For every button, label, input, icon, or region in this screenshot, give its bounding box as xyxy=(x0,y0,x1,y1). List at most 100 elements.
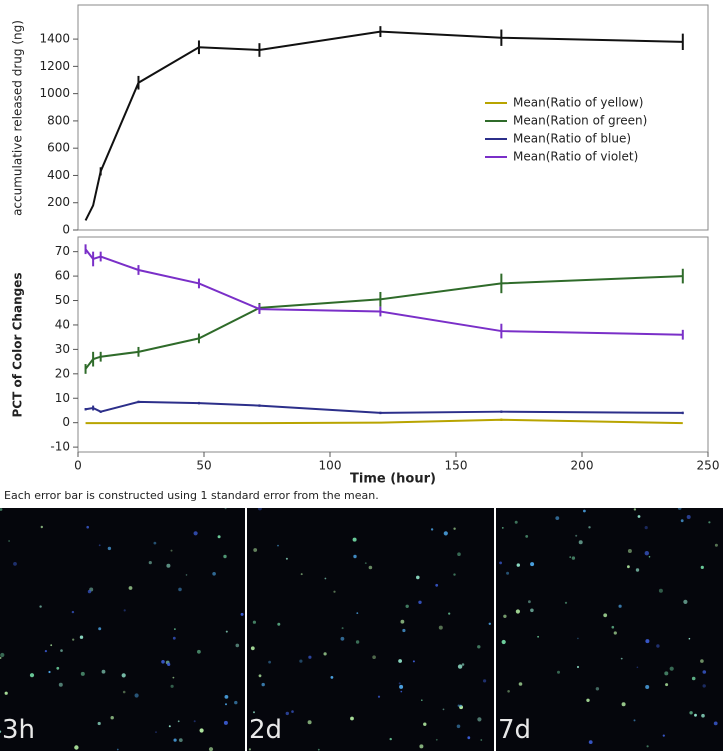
cell-dot xyxy=(59,683,63,687)
cell-dot xyxy=(48,671,50,673)
cell-dot xyxy=(86,526,89,529)
cell-dot xyxy=(575,535,577,537)
cell-dot xyxy=(212,572,216,576)
cell-dot xyxy=(200,728,204,732)
cell-dot xyxy=(525,535,528,538)
y-tick-label: 20 xyxy=(55,366,70,380)
cell-dot xyxy=(161,660,165,664)
cell-dot xyxy=(589,740,593,744)
data-line xyxy=(86,420,683,423)
cell-dot xyxy=(155,731,157,733)
cell-dot xyxy=(111,716,114,719)
cell-dot xyxy=(612,626,615,629)
x-tick-label: 0 xyxy=(74,459,82,473)
cell-dot xyxy=(588,526,590,528)
cell-dot xyxy=(402,629,405,632)
image-panel: 2d xyxy=(247,508,494,751)
cell-dot xyxy=(480,739,482,741)
cell-dot xyxy=(453,528,455,530)
cell-dot xyxy=(0,508,2,511)
cell-dot xyxy=(56,667,59,670)
cell-dot xyxy=(277,545,279,547)
cell-dot xyxy=(645,551,649,555)
y-tick-label: 600 xyxy=(47,141,70,155)
cell-dot xyxy=(703,670,707,674)
cell-dot xyxy=(515,521,518,524)
cell-dot xyxy=(413,660,415,662)
cell-dot xyxy=(603,613,607,617)
y-axis-label: PCT of Color Changes xyxy=(11,273,25,418)
cell-dot xyxy=(483,679,486,682)
cell-dot xyxy=(258,508,262,510)
cell-dot xyxy=(81,672,85,676)
cell-dot xyxy=(108,547,111,550)
cell-dot xyxy=(41,526,43,528)
cell-dot xyxy=(234,701,237,704)
cell-dot xyxy=(477,717,481,721)
cell-dot xyxy=(342,627,344,629)
cell-dot xyxy=(477,645,480,648)
cell-dot xyxy=(577,638,579,640)
cell-dot xyxy=(467,736,470,739)
cell-dot xyxy=(241,613,244,616)
cell-dot xyxy=(39,605,41,607)
cell-dot xyxy=(154,542,157,545)
x-tick-label: 50 xyxy=(196,459,211,473)
y-tick-label: 1400 xyxy=(39,32,70,46)
cell-dot xyxy=(401,620,405,624)
cell-dot xyxy=(507,690,510,693)
cell-dot xyxy=(557,671,560,674)
cell-dot xyxy=(435,584,438,587)
cell-dot xyxy=(517,563,520,566)
cell-dot xyxy=(88,590,91,593)
cell-dot xyxy=(259,674,262,677)
cell-dot xyxy=(431,528,433,530)
cell-dot xyxy=(715,544,718,547)
cell-dot xyxy=(325,578,327,580)
cell-dot xyxy=(98,627,101,630)
cell-dot xyxy=(448,613,450,615)
cell-dot xyxy=(286,558,288,560)
cell-dot xyxy=(663,735,665,737)
cell-dot xyxy=(647,745,649,747)
x-tick-label: 250 xyxy=(697,459,720,473)
cell-dot xyxy=(291,710,294,713)
cell-dot xyxy=(369,566,373,570)
cell-dot xyxy=(443,709,445,711)
y-tick-label: 40 xyxy=(55,317,70,331)
cell-dot xyxy=(167,663,170,666)
cell-dot xyxy=(350,717,354,721)
cell-dot xyxy=(197,650,201,654)
x-tick-label: 200 xyxy=(571,459,594,473)
cell-dot xyxy=(645,685,649,689)
cell-dot xyxy=(353,538,357,542)
cell-dot xyxy=(124,609,126,611)
cell-dot xyxy=(627,565,630,568)
cell-dot xyxy=(308,720,312,724)
cell-dot xyxy=(689,638,691,640)
cell-dot xyxy=(299,660,302,663)
cell-dot xyxy=(502,640,506,644)
cell-dot xyxy=(586,699,589,702)
cell-dot xyxy=(458,664,462,668)
cell-dot xyxy=(614,631,617,634)
cell-dot xyxy=(178,720,180,722)
cell-dot xyxy=(634,719,636,721)
cell-dot xyxy=(636,568,639,571)
y-tick-label: 60 xyxy=(55,269,70,283)
cell-dot xyxy=(129,586,133,590)
cell-dot xyxy=(656,644,659,647)
cell-dot xyxy=(444,531,448,535)
cell-dot xyxy=(506,572,509,575)
cell-dot xyxy=(8,540,10,542)
cell-dot xyxy=(225,695,229,699)
cell-dot xyxy=(123,691,126,694)
cell-dot xyxy=(687,515,691,519)
cell-dot xyxy=(621,658,623,660)
page: accumulative released drug (ng) PCT of C… xyxy=(0,0,723,751)
panel-label: 3h xyxy=(2,715,35,745)
cell-dot xyxy=(5,692,8,695)
cell-dot xyxy=(664,671,668,675)
y-tick-label: 1200 xyxy=(39,59,70,73)
x-axis-label: Time (hour) xyxy=(350,472,436,487)
